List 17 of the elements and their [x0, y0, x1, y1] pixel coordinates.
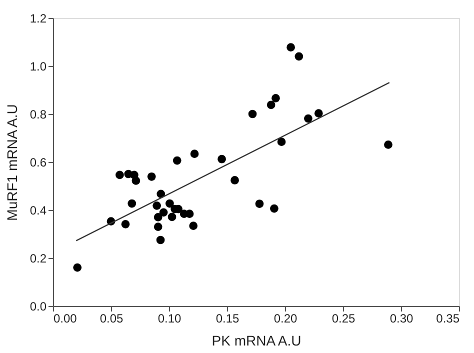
y-tick-label: 1.0	[30, 60, 47, 74]
y-axis-title: MuRF1 mRNA A.U	[4, 104, 20, 221]
x-tick-label: 0.35	[436, 312, 460, 326]
x-tick-label: 0.05	[100, 312, 124, 326]
y-tick-label: 0.8	[30, 108, 47, 122]
y-tick-label: 0.6	[30, 156, 47, 170]
x-tick-label: 0.10	[158, 312, 182, 326]
x-tick-label: 0.25	[332, 312, 356, 326]
x-tick-label: 0.00	[54, 312, 78, 326]
x-tick-label: 0.15	[216, 312, 240, 326]
x-tick-label: 0.20	[274, 312, 298, 326]
y-tick-label: 0.2	[30, 252, 47, 266]
x-tick-label: 0.30	[390, 312, 414, 326]
y-tick-label: 0.4	[30, 204, 47, 218]
x-axis-title: PK mRNA A.U	[212, 332, 302, 348]
y-tick-label: 1.2	[30, 12, 47, 26]
y-tick-label: 0.0	[30, 300, 47, 314]
